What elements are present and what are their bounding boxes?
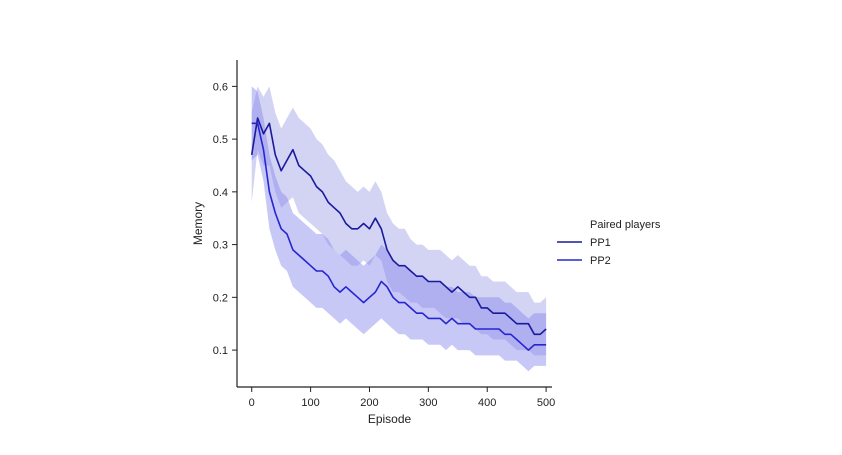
y-axis-ticks: 0.1 0.2 0.3 0.4 0.5 0.6 <box>213 81 237 357</box>
band-pp2 <box>251 86 547 372</box>
y-tick-label: 0.6 <box>213 81 228 93</box>
y-axis-label: Memory <box>191 202 205 245</box>
y-tick-label: 0.3 <box>213 240 228 252</box>
series-line-pp1 <box>250 117 547 336</box>
legend-item-pp1: PP1 <box>557 237 611 249</box>
x-tick-label: 100 <box>301 397 319 409</box>
y-tick-label: 0.4 <box>213 187 228 199</box>
x-axis-ticks: 0 100 200 300 400 500 <box>249 387 555 409</box>
series-lines <box>250 117 547 351</box>
band-pp1 <box>251 86 547 356</box>
legend-label: PP1 <box>590 237 611 249</box>
x-tick-label: 300 <box>419 397 437 409</box>
x-tick-label: 0 <box>249 397 255 409</box>
x-tick-label: 400 <box>478 397 496 409</box>
x-tick-label: 200 <box>360 397 378 409</box>
legend-item-pp2: PP2 <box>557 255 611 267</box>
legend-title: Paired players <box>590 219 661 231</box>
y-tick-label: 0.5 <box>213 134 228 146</box>
legend: Paired players PP1 PP2 <box>557 219 661 267</box>
confidence-bands <box>251 86 547 372</box>
y-tick-label: 0.1 <box>213 345 228 357</box>
x-axis-label: Episode <box>368 412 412 426</box>
x-tick-label: 500 <box>537 397 555 409</box>
legend-label: PP2 <box>590 255 611 267</box>
series-line-pp2 <box>251 122 547 351</box>
y-tick-label: 0.2 <box>213 292 228 304</box>
